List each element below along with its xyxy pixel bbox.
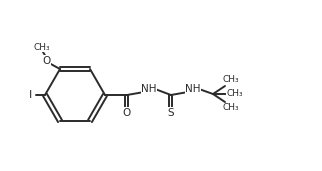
Text: CH₃: CH₃ — [227, 89, 243, 98]
Text: O: O — [42, 56, 50, 66]
Text: NH: NH — [141, 84, 157, 94]
Text: CH₃: CH₃ — [223, 76, 239, 84]
Text: CH₃: CH₃ — [223, 103, 239, 113]
Text: O: O — [123, 108, 131, 118]
Text: S: S — [168, 108, 174, 118]
Text: NH: NH — [185, 84, 201, 94]
Text: CH₃: CH₃ — [34, 43, 50, 51]
Text: I: I — [29, 90, 33, 100]
